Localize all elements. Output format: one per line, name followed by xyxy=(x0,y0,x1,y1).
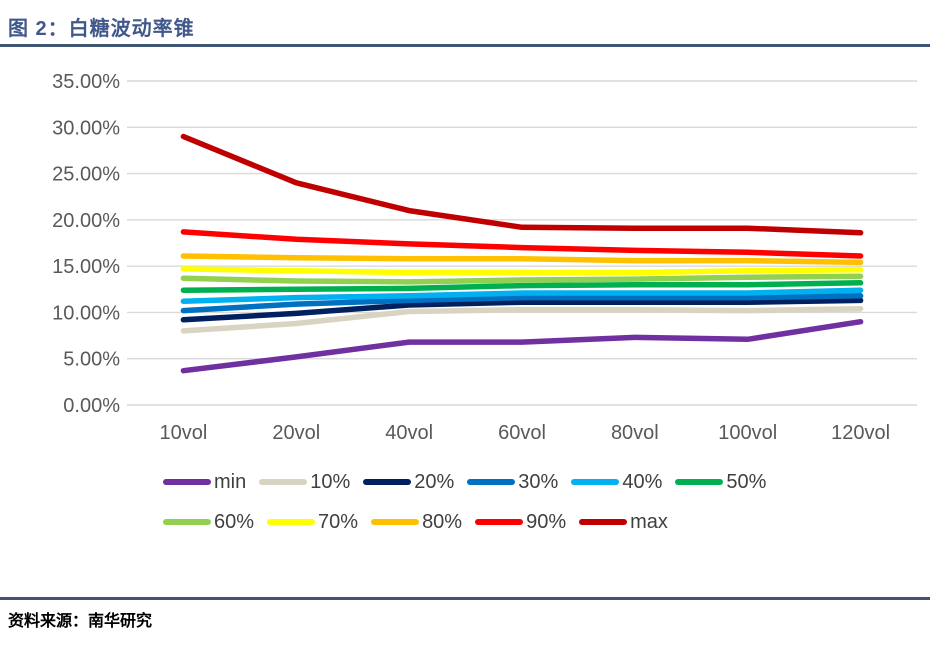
y-tick-label: 30.00% xyxy=(52,117,120,139)
legend-label: max xyxy=(630,510,668,533)
legend-swatch-40% xyxy=(571,479,620,485)
legend-item-50%: 50% xyxy=(675,471,766,494)
y-tick-label: 15.00% xyxy=(52,256,120,278)
legend-swatch-70% xyxy=(267,519,316,525)
y-tick-label: 0.00% xyxy=(63,395,120,417)
y-tick-label: 35.00% xyxy=(52,71,120,93)
legend-label: 90% xyxy=(526,510,567,533)
legend-label: 10% xyxy=(310,470,351,493)
y-tick-label: 20.00% xyxy=(52,210,120,232)
y-tick-label: 10.00% xyxy=(52,302,120,324)
legend-swatch-min xyxy=(163,479,211,485)
legend-swatch-80% xyxy=(371,519,420,525)
series-line-20% xyxy=(180,297,864,323)
legend-row-2: 60% 70% 80% 90% max xyxy=(163,502,779,542)
legend-label: 20% xyxy=(414,470,455,493)
y-tick-label: 5.00% xyxy=(63,349,120,371)
legend-item-40%: 40% xyxy=(571,471,662,494)
chart-legend: min 10% 20% 30% 40% 50% 60% 70% 80% 90% max xyxy=(163,462,779,542)
series-line-max xyxy=(180,133,864,236)
footer-divider xyxy=(0,597,930,600)
legend-swatch-10% xyxy=(259,479,308,485)
legend-swatch-20% xyxy=(363,479,412,485)
figure-header: 图 2：白糖波动率锥 xyxy=(0,0,930,47)
legend-swatch-50% xyxy=(675,479,724,485)
series-line-min xyxy=(180,318,864,374)
legend-item-60%: 60% xyxy=(163,511,254,534)
legend-label: 40% xyxy=(622,470,663,493)
legend-row-1: min 10% 20% 30% 40% 50% xyxy=(163,462,779,502)
legend-item-10%: 10% xyxy=(259,471,350,494)
y-tick-label: 25.00% xyxy=(52,164,120,186)
legend-item-max: max xyxy=(579,511,668,534)
legend-item-20%: 20% xyxy=(363,471,454,494)
volatility-cone-chart: 0.00% 5.00% 10.00% 15.00% 20.00% 25.00% 30.00%… xyxy=(52,71,917,444)
figure-footer: 资料来源：南华研究 xyxy=(0,597,930,631)
legend-swatch-30% xyxy=(467,479,516,485)
legend-item-70%: 70% xyxy=(267,511,358,534)
series-line-40% xyxy=(180,287,864,305)
figure-title: 图 2：白糖波动率锥 xyxy=(8,18,195,40)
legend-swatch-90% xyxy=(475,519,524,525)
x-tick-label: 80vol xyxy=(611,422,659,444)
series-line-60% xyxy=(180,273,864,285)
x-tick-label: 120vol xyxy=(831,422,890,444)
legend-item-80%: 80% xyxy=(371,511,462,534)
series-line-50% xyxy=(180,280,864,293)
legend-label: 30% xyxy=(518,470,559,493)
x-tick-label: 10vol xyxy=(160,422,208,444)
series-line-70% xyxy=(180,266,864,276)
source-label: 资料来源：南华研究 xyxy=(8,613,153,630)
legend-label: min xyxy=(214,470,247,493)
legend-item-min: min xyxy=(163,471,246,494)
series-line-80% xyxy=(180,253,864,266)
x-tick-label: 60vol xyxy=(498,422,546,444)
legend-item-30%: 30% xyxy=(467,471,558,494)
series-line-30% xyxy=(180,293,864,314)
legend-swatch-60% xyxy=(163,519,211,525)
legend-label: 70% xyxy=(318,510,359,533)
legend-item-90%: 90% xyxy=(475,511,566,534)
legend-label: 60% xyxy=(214,510,255,533)
x-tick-label: 20vol xyxy=(272,422,320,444)
series-line-90% xyxy=(180,229,864,259)
legend-label: 50% xyxy=(726,470,767,493)
x-tick-label: 40vol xyxy=(385,422,433,444)
x-tick-label: 100vol xyxy=(718,422,777,444)
series-line-10% xyxy=(180,305,864,334)
legend-label: 80% xyxy=(422,510,463,533)
legend-swatch-max xyxy=(579,519,628,525)
